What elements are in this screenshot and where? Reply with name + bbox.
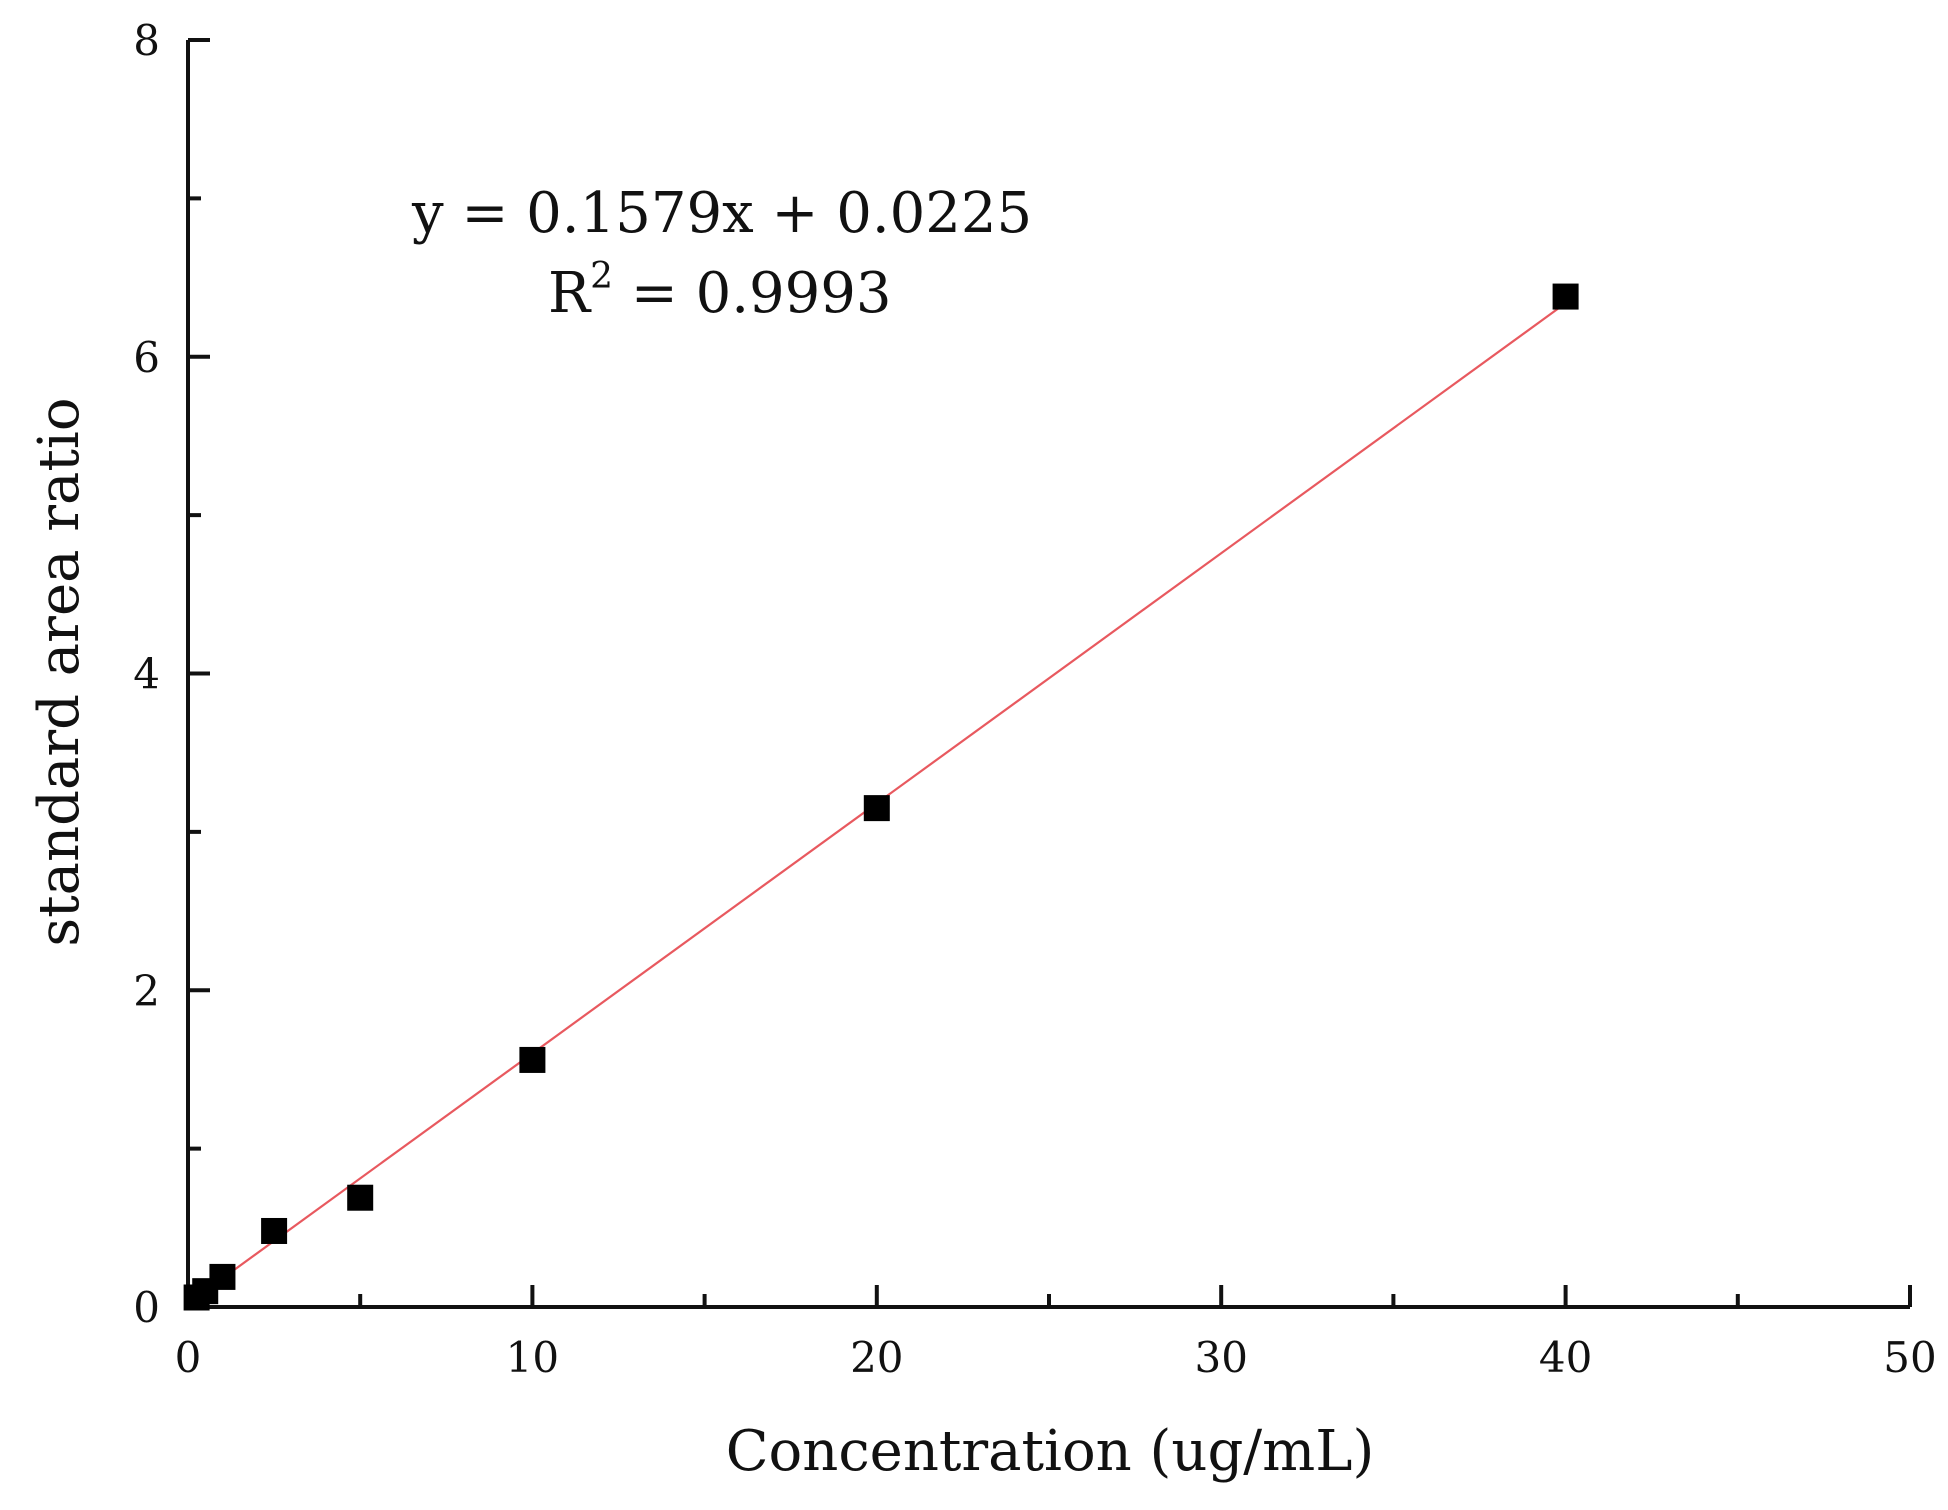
x-tick-label: 30: [1194, 1333, 1247, 1382]
fit-equation: y = 0.1579x + 0.0225: [411, 181, 1032, 246]
y-tick-label: 2: [133, 966, 160, 1015]
x-tick-label: 50: [1883, 1333, 1936, 1382]
y-tick-label: 0: [133, 1283, 160, 1332]
x-tick-label: 0: [175, 1333, 202, 1382]
y-tick-label: 6: [133, 333, 160, 382]
r-squared-prefix: R: [548, 261, 592, 326]
data-point: [863, 795, 890, 822]
y-axis-title: standard area ratio: [27, 397, 92, 946]
data-point: [347, 1184, 374, 1211]
data-point: [209, 1263, 236, 1290]
data-point: [519, 1046, 546, 1073]
x-axis-title: Concentration (ug/mL): [726, 1419, 1375, 1484]
tick-labels: 0 10 20 30 40 50 0 2 4 6 8: [133, 16, 1936, 1382]
x-tick-label: 40: [1539, 1333, 1592, 1382]
r-squared: R2 = 0.9993: [548, 256, 892, 326]
x-tick-label: 20: [850, 1333, 903, 1382]
data-points: [183, 283, 1579, 1311]
r-squared-superscript: 2: [590, 256, 613, 297]
data-point: [1552, 283, 1579, 310]
y-tick-label: 4: [133, 650, 160, 699]
r-squared-value: = 0.9993: [613, 261, 891, 326]
data-point: [261, 1217, 288, 1244]
x-tick-label: 10: [506, 1333, 559, 1382]
y-tick-label: 8: [133, 16, 160, 65]
